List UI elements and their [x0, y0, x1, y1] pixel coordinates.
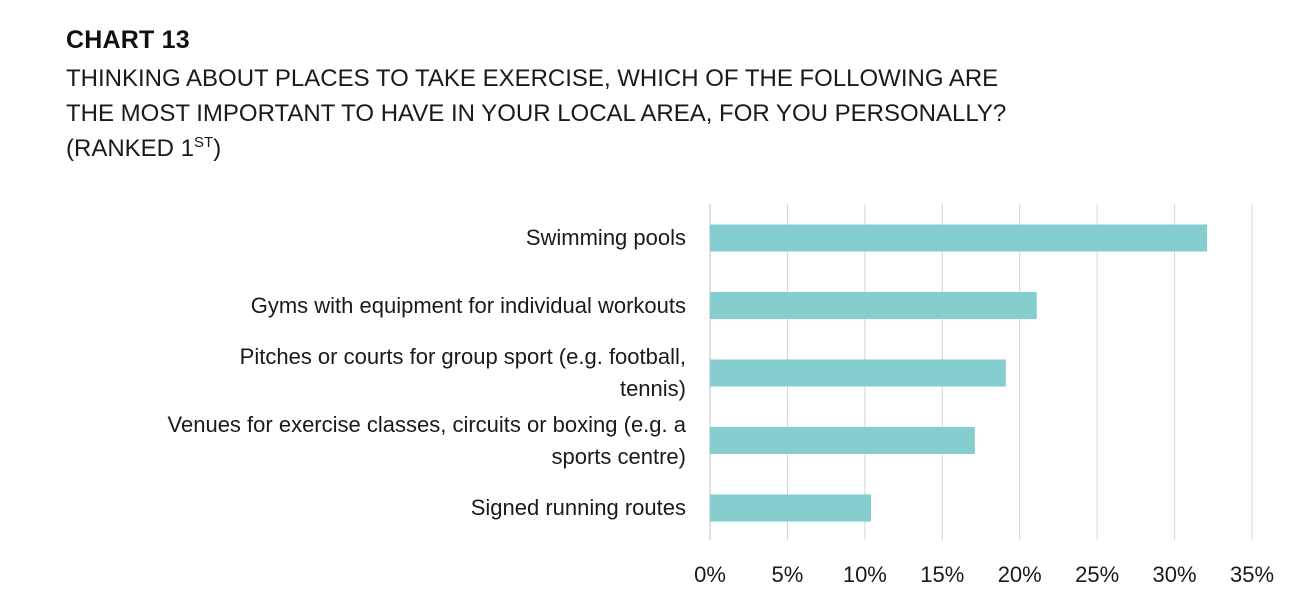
- x-tick-label: 5%: [772, 562, 804, 587]
- chart-number: CHART 13: [66, 26, 190, 54]
- category-label-line: Venues for exercise classes, circuits or…: [167, 411, 686, 437]
- category-label: Venues for exercise classes, circuits or…: [46, 409, 686, 473]
- category-label-line: sports centre): [551, 443, 687, 469]
- bar: [710, 494, 872, 522]
- chart-subtitle: (RANKED 1ST): [66, 131, 1066, 166]
- category-label: Swimming pools: [46, 222, 686, 254]
- x-tick-label: 35%: [1230, 562, 1274, 587]
- bar: [710, 427, 975, 454]
- chart-title-line-1: THINKING ABOUT PLACES TO TAKE EXERCISE, …: [66, 65, 999, 92]
- chart-title: THINKING ABOUT PLACES TO TAKE EXERCISE, …: [66, 61, 1066, 166]
- x-tick-label: 10%: [843, 562, 887, 587]
- category-label-line: Signed running routes: [470, 495, 686, 520]
- category-label: Gyms with equipment for individual worko…: [46, 290, 686, 322]
- x-tick-label: 25%: [1075, 562, 1119, 587]
- category-label-line: Swimming pools: [525, 225, 686, 250]
- x-tick-label: 0%: [694, 562, 726, 587]
- category-label-line: Pitches or courts for group sport (e.g. …: [239, 344, 686, 369]
- subtitle-superscript: ST: [194, 134, 214, 151]
- subtitle-suffix: ): [213, 135, 222, 162]
- bar: [710, 224, 1208, 252]
- x-tick-label: 30%: [1153, 562, 1197, 587]
- bar: [710, 292, 1037, 319]
- chart-title-line-2: THE MOST IMPORTANT TO HAVE IN YOUR LOCAL…: [66, 100, 1007, 127]
- x-tick-label: 20%: [998, 562, 1042, 587]
- category-label-line: tennis): [619, 376, 686, 401]
- category-label-line: Gyms with equipment for individual worko…: [250, 292, 686, 318]
- category-label: Signed running routes: [46, 492, 686, 524]
- category-label: Pitches or courts for group sport (e.g. …: [46, 341, 686, 405]
- x-tick-label: 15%: [920, 562, 964, 587]
- subtitle-prefix: (RANKED 1: [66, 135, 195, 162]
- bar: [710, 359, 1006, 387]
